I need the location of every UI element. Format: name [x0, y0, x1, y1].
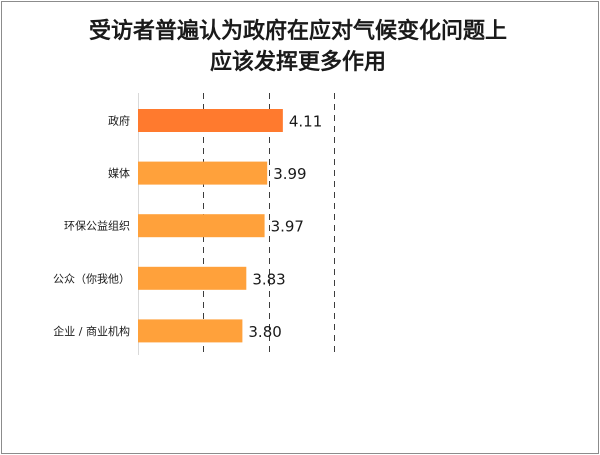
bars: [138, 109, 283, 343]
value-label: 3.83: [252, 270, 285, 288]
category-label: 政府: [108, 114, 130, 128]
category-label: 企业 / 商业机构: [53, 324, 130, 338]
bar-5: [138, 319, 243, 343]
bar-4: [138, 266, 247, 290]
category-label: 环保公益组织: [64, 219, 130, 233]
labels: 政府 4.11 媒体 3.99 环保公益组织 3.97 公众（你我他） 3.83 企业 / 商业…: [53, 113, 322, 341]
value-label: 4.11: [289, 113, 322, 131]
chart-title: 受访者普遍认为政府在应对气候变化问题上 应该发挥更多作用: [0, 16, 596, 78]
value-label: 3.80: [248, 323, 281, 341]
value-label: 3.99: [273, 165, 306, 183]
bar-1: [138, 109, 283, 132]
category-label: 公众（你我他）: [53, 272, 130, 285]
bar-2: [138, 161, 268, 185]
chart-title-line-2: 应该发挥更多作用: [209, 50, 386, 75]
bar-3: [138, 214, 265, 238]
category-label: 媒体: [108, 166, 130, 180]
chart-title-line-1: 受访者普遍认为政府在应对气候变化问题上: [88, 19, 507, 44]
value-label: 3.97: [271, 218, 304, 236]
